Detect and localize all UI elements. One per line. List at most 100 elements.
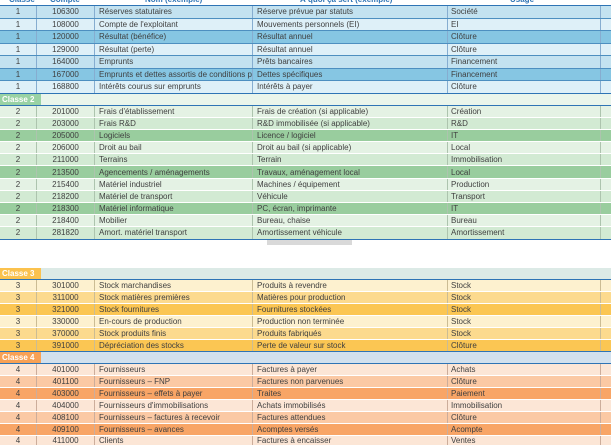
table-row[interactable]: 3 311000 Stock matières premières Matières … bbox=[0, 291, 611, 304]
cell-objet[interactable]: Droit au bail (si applicable) bbox=[253, 142, 448, 154]
cell-compte[interactable]: 168800 bbox=[37, 81, 95, 93]
cell-classe[interactable]: 2 bbox=[0, 227, 37, 239]
cell-classe[interactable]: 3 bbox=[0, 291, 37, 303]
cell-classe[interactable]: 4 bbox=[0, 435, 37, 445]
cell-objet[interactable]: Produits fabriqués bbox=[253, 327, 448, 339]
cell-nom[interactable]: Fournisseurs bbox=[95, 363, 253, 375]
cell-objet[interactable]: Factures à encaisser bbox=[253, 435, 448, 445]
cell-objet[interactable]: Licence / logiciel bbox=[253, 129, 448, 142]
cell-compte[interactable]: 218300 bbox=[37, 203, 95, 215]
cell-usage[interactable]: EI bbox=[448, 18, 601, 30]
class-band[interactable]: Classe 4 bbox=[0, 351, 611, 364]
cell-nom[interactable]: Matériel industriel bbox=[95, 178, 253, 190]
cell-nom[interactable]: En-cours de production bbox=[95, 315, 253, 327]
cell-usage[interactable]: Stock bbox=[448, 315, 601, 327]
cell-classe[interactable]: 2 bbox=[0, 154, 37, 166]
cell-objet[interactable]: Mouvements personnels (EI) bbox=[253, 18, 448, 30]
table-row[interactable]: 2 211000 Terrains Terrain Immobilisation bbox=[0, 154, 611, 167]
cell-classe[interactable]: 4 bbox=[0, 411, 37, 423]
cell-objet[interactable]: PC, écran, imprimante bbox=[253, 203, 448, 215]
table-row[interactable]: 2 215400 Matériel industriel Machines / équ… bbox=[0, 178, 611, 191]
cell-usage[interactable]: Stock bbox=[448, 279, 601, 291]
table-row[interactable]: 2 205000 Logiciels Licence / logiciel IT bbox=[0, 129, 611, 143]
cell-objet[interactable]: Terrain bbox=[253, 154, 448, 166]
cell-usage[interactable]: Clôture bbox=[448, 411, 601, 423]
cell-compte[interactable]: 404000 bbox=[37, 399, 95, 411]
cell-usage[interactable]: Stock bbox=[448, 327, 601, 339]
cell-usage[interactable]: Production bbox=[448, 178, 601, 190]
cell-usage[interactable]: Création bbox=[448, 105, 601, 117]
cell-usage[interactable]: Stock bbox=[448, 303, 601, 315]
cell-nom[interactable]: Fournisseurs d'immobilisations bbox=[95, 399, 253, 411]
cell-classe[interactable]: 2 bbox=[0, 117, 37, 129]
cell-nom[interactable]: Compte de l'exploitant bbox=[95, 18, 253, 30]
cell-usage[interactable]: Stock bbox=[448, 291, 601, 303]
cell-classe[interactable]: 4 bbox=[0, 423, 37, 435]
cell-compte[interactable]: 218200 bbox=[37, 190, 95, 202]
table-row[interactable]: 4 408100 Fournisseurs – factures à recevoi… bbox=[0, 411, 611, 424]
cell-compte[interactable]: 203000 bbox=[37, 117, 95, 129]
cell-nom[interactable]: Agencements / aménagements bbox=[95, 166, 253, 178]
cell-compte[interactable]: 106300 bbox=[37, 6, 95, 18]
cell-usage[interactable]: Immobilisation bbox=[448, 399, 601, 411]
cell-objet[interactable]: Traites bbox=[253, 387, 448, 399]
cell-compte[interactable]: 218400 bbox=[37, 215, 95, 227]
cell-nom[interactable]: Stock produits finis bbox=[95, 327, 253, 339]
cell-usage[interactable]: Société bbox=[448, 6, 601, 18]
cell-classe[interactable]: 3 bbox=[0, 303, 37, 315]
cell-classe[interactable]: 1 bbox=[0, 56, 37, 68]
cell-compte[interactable]: 211000 bbox=[37, 154, 95, 166]
cell-usage[interactable]: Local bbox=[448, 142, 601, 154]
cell-nom[interactable]: Terrains bbox=[95, 154, 253, 166]
cell-objet[interactable]: Fournitures stockées bbox=[253, 303, 448, 315]
cell-classe[interactable]: 3 bbox=[0, 327, 37, 339]
cell-nom[interactable]: Amort. matériel transport bbox=[95, 227, 253, 239]
cell-usage[interactable]: Financement bbox=[448, 56, 601, 68]
cell-nom[interactable]: Fournisseurs – FNP bbox=[95, 375, 253, 387]
cell-nom[interactable]: Matériel informatique bbox=[95, 203, 253, 215]
table-row[interactable]: 2 206000 Droit au bail Droit au bail (si ap… bbox=[0, 142, 611, 155]
cell-classe[interactable]: 2 bbox=[0, 129, 37, 142]
cell-classe[interactable]: 2 bbox=[0, 166, 37, 178]
cell-classe[interactable]: 1 bbox=[0, 31, 37, 43]
cell-nom[interactable]: Clients bbox=[95, 435, 253, 445]
class-band[interactable]: Classe 3 bbox=[0, 267, 611, 280]
cell-nom[interactable]: Frais d'établissement bbox=[95, 105, 253, 117]
cell-usage[interactable]: Acompte bbox=[448, 423, 601, 435]
cell-usage[interactable]: Achats bbox=[448, 363, 601, 375]
cell-objet[interactable]: Prêts bancaires bbox=[253, 56, 448, 68]
cell-compte[interactable]: 409100 bbox=[37, 423, 95, 435]
cell-compte[interactable]: 301000 bbox=[37, 279, 95, 291]
cell-nom[interactable]: Logiciels bbox=[95, 129, 253, 142]
cell-nom[interactable]: Fournisseurs – factures à recevoir bbox=[95, 411, 253, 423]
cell-nom[interactable]: Stock fournitures bbox=[95, 303, 253, 315]
cell-compte[interactable]: 330000 bbox=[37, 315, 95, 327]
cell-objet[interactable]: Dettes spécifiques bbox=[253, 68, 448, 80]
cell-compte[interactable]: 215400 bbox=[37, 178, 95, 190]
cell-compte[interactable]: 401000 bbox=[37, 363, 95, 375]
cell-classe[interactable]: 4 bbox=[0, 399, 37, 411]
cell-nom[interactable]: Stock marchandises bbox=[95, 279, 253, 291]
table-row[interactable]: 3 321000 Stock fournitures Fournitures stoc… bbox=[0, 303, 611, 316]
cell-objet[interactable]: Réserve prévue par statuts bbox=[253, 6, 448, 18]
cell-compte[interactable]: 108000 bbox=[37, 18, 95, 30]
cell-classe[interactable]: 2 bbox=[0, 142, 37, 154]
cell-compte[interactable]: 401100 bbox=[37, 375, 95, 387]
table-row[interactable]: 4 403000 Fournisseurs – effets à payer Trai… bbox=[0, 387, 611, 400]
cell-nom[interactable]: Fournisseurs – effets à payer bbox=[95, 387, 253, 399]
cell-compte[interactable]: 281820 bbox=[37, 227, 95, 239]
cell-usage[interactable]: Immobilisation bbox=[448, 154, 601, 166]
cell-usage[interactable]: Clôture bbox=[448, 43, 601, 55]
cell-compte[interactable]: 403000 bbox=[37, 387, 95, 399]
table-row[interactable]: 1 129000 Résultat (perte) Résultat annuel Cl… bbox=[0, 43, 611, 56]
table-row[interactable]: 2 218400 Mobilier Bureau, chaise Bureau bbox=[0, 215, 611, 228]
cell-classe[interactable]: 4 bbox=[0, 363, 37, 375]
cell-objet[interactable]: Intérêts à payer bbox=[253, 81, 448, 93]
cell-classe[interactable]: 3 bbox=[0, 339, 37, 351]
cell-objet[interactable]: Achats immobilisés bbox=[253, 399, 448, 411]
cell-objet[interactable]: Bureau, chaise bbox=[253, 215, 448, 227]
cell-nom[interactable]: Dépréciation des stocks bbox=[95, 339, 253, 351]
table-row[interactable]: 2 281820 Amort. matériel transport Amortiss… bbox=[0, 227, 611, 240]
cell-nom[interactable]: Fournisseurs – avances bbox=[95, 423, 253, 435]
cell-objet[interactable]: Frais de création (si applicable) bbox=[253, 105, 448, 117]
